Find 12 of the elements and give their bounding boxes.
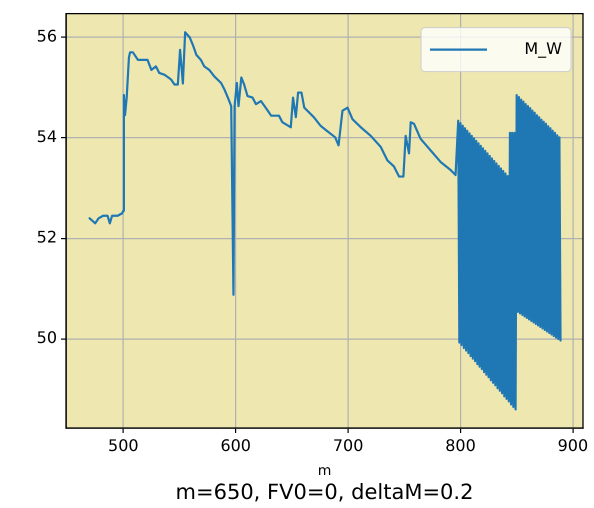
y-tick-label: 56	[36, 26, 57, 46]
legend-label: M_W	[524, 38, 562, 58]
x-axis-title: m	[318, 463, 332, 480]
x-tick-label: 600	[220, 436, 251, 455]
x-tick-label: 800	[445, 436, 476, 455]
x-tick-label: 700	[332, 436, 364, 455]
x-tick-label: 500	[108, 436, 139, 455]
text: m=650, FV0=0, deltaM=0.2	[176, 480, 474, 504]
x-tick-label: 900	[558, 436, 588, 455]
y-tick-label: 52	[36, 228, 57, 247]
y-tick-label: 50	[36, 328, 57, 348]
y-tick-label: 54	[36, 126, 57, 146]
